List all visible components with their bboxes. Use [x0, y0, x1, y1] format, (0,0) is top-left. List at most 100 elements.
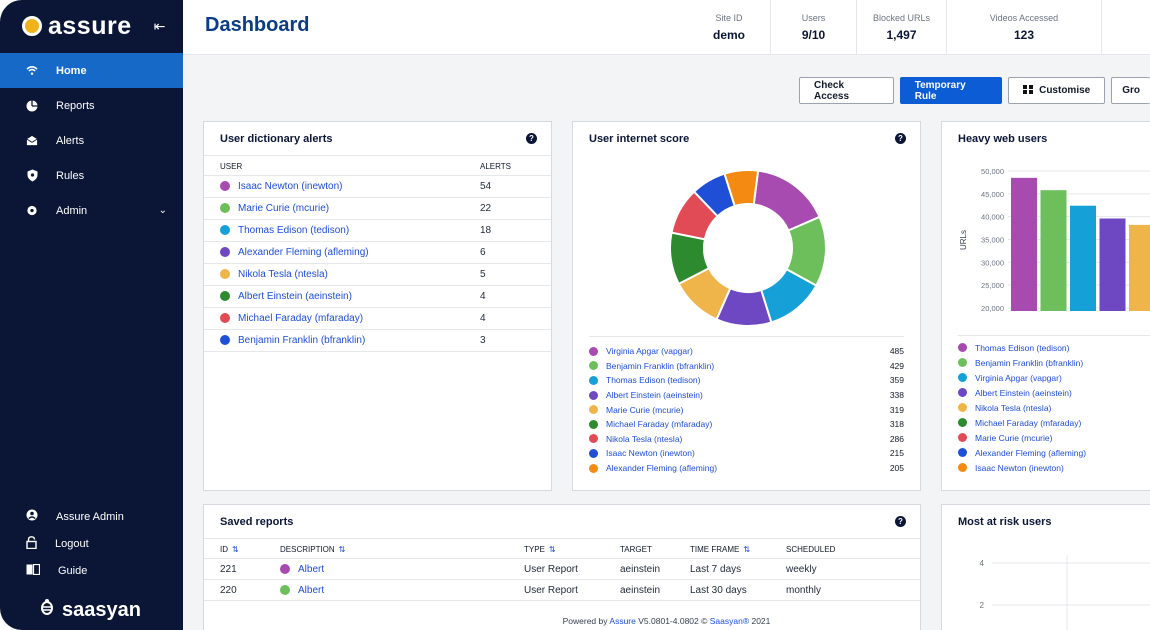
stat-value: 1,497: [886, 28, 917, 42]
legend-item[interactable]: Albert Einstein (aeinstein): [958, 385, 1150, 400]
user-cell[interactable]: Marie Curie (mcurie): [204, 197, 464, 220]
report-link[interactable]: Albert: [298, 584, 325, 596]
table-row[interactable]: Benjamin Franklin (bfranklin) 3: [204, 329, 551, 352]
user-link[interactable]: Thomas Edison (tedison): [238, 225, 350, 236]
user-link[interactable]: Benjamin Franklin (bfranklin): [238, 335, 366, 346]
user-link[interactable]: Michael Faraday (mfaraday): [238, 313, 364, 324]
user-link[interactable]: Marie Curie (mcurie): [238, 203, 330, 214]
legend-item[interactable]: Isaac Newton (inewton): [958, 460, 1150, 475]
column-header-time-frame[interactable]: TIME FRAME ⇅: [674, 539, 770, 559]
user-link[interactable]: Isaac Newton (inewton): [238, 181, 343, 192]
sidebar-item-guide[interactable]: Guide: [0, 557, 183, 584]
legend-label: Isaac Newton (inewton): [975, 462, 1064, 473]
table-row[interactable]: Michael Faraday (mfaraday) 4: [204, 307, 551, 330]
user-cell[interactable]: Michael Faraday (mfaraday): [204, 307, 464, 330]
user-cell[interactable]: Benjamin Franklin (bfranklin): [204, 329, 464, 352]
column-header-id[interactable]: ID ⇅: [204, 539, 264, 559]
y-tick-label: 2: [980, 601, 985, 610]
brand-name: assure: [48, 11, 132, 40]
table-row[interactable]: Nikola Tesla (ntesla) 5: [204, 263, 551, 286]
bar[interactable]: [1099, 218, 1126, 311]
table-row[interactable]: Marie Curie (mcurie) 22: [204, 197, 551, 220]
report-link[interactable]: Albert: [298, 563, 325, 575]
column-header-type[interactable]: TYPE ⇅: [508, 539, 604, 559]
legend-item[interactable]: Virginia Apgar (vapgar): [958, 370, 1150, 385]
table-row[interactable]: Isaac Newton (inewton) 54: [204, 175, 551, 198]
customise-button[interactable]: Customise: [1008, 77, 1106, 104]
sidebar-item-assure-admin[interactable]: Assure Admin: [0, 503, 183, 530]
sidebar-item-alerts[interactable]: Alerts: [0, 123, 183, 158]
help-icon[interactable]: ?: [895, 516, 906, 527]
legend-label: Thomas Edison (tedison): [975, 342, 1070, 353]
at-risk-chart: 4 2: [980, 555, 1150, 630]
sidebar-item-label: Admin: [56, 204, 88, 217]
table-row[interactable]: Thomas Edison (tedison) 18: [204, 219, 551, 242]
table-row[interactable]: 220 Albert User Report aeinstein Last 30 day…: [204, 579, 920, 601]
group-button[interactable]: Gro: [1111, 77, 1150, 104]
user-cell[interactable]: Nikola Tesla (ntesla): [204, 263, 464, 286]
user-link[interactable]: Albert Einstein (aeinstein): [238, 291, 352, 302]
legend-item[interactable]: Benjamin Franklin (bfranklin) 429: [589, 359, 904, 374]
id-cell: 220: [204, 579, 264, 601]
table-row[interactable]: Albert Einstein (aeinstein) 4: [204, 285, 551, 308]
check-access-button[interactable]: Check Access: [799, 77, 894, 104]
legend-item[interactable]: Alexander Fleming (afleming): [958, 445, 1150, 460]
bar[interactable]: [1011, 177, 1037, 311]
sidebar-item-rules[interactable]: Rules: [0, 158, 183, 193]
legend-item[interactable]: Albert Einstein (aeinstein) 338: [589, 388, 904, 403]
legend-item[interactable]: Michael Faraday (mfaraday) 318: [589, 417, 904, 432]
bar[interactable]: [1040, 190, 1067, 311]
legend-item[interactable]: Isaac Newton (inewton) 215: [589, 446, 904, 461]
description-cell[interactable]: Albert: [264, 579, 508, 601]
footer-product-link[interactable]: Assure: [609, 616, 636, 626]
legend-item[interactable]: Benjamin Franklin (bfranklin): [958, 355, 1150, 370]
legend-item[interactable]: Virginia Apgar (vapgar) 485: [589, 344, 904, 359]
column-header-description[interactable]: DESCRIPTION ⇅: [264, 539, 508, 559]
user-cell[interactable]: Alexander Fleming (afleming): [204, 241, 464, 264]
legend-item[interactable]: Nikola Tesla (ntesla) 286: [589, 432, 904, 447]
donut-slice[interactable]: [723, 169, 760, 208]
legend-item[interactable]: Michael Faraday (mfaraday): [958, 415, 1150, 430]
sidebar-item-reports[interactable]: Reports: [0, 88, 183, 123]
user-link[interactable]: Alexander Fleming (afleming): [238, 247, 369, 258]
stat-label: Blocked URLs: [872, 13, 931, 23]
sort-icon: ⇅: [548, 545, 556, 554]
sidebar-item-admin[interactable]: Admin ⌄: [0, 193, 183, 228]
id-cell: 221: [204, 558, 264, 580]
sidebar-item-home[interactable]: Home: [0, 53, 183, 88]
help-icon[interactable]: ?: [526, 133, 537, 144]
heavy-web-users-legend: Thomas Edison (tedison) Benjamin Franklin…: [958, 340, 1150, 475]
legend-item[interactable]: Marie Curie (mcurie) 319: [589, 402, 904, 417]
legend-item[interactable]: Marie Curie (mcurie): [958, 430, 1150, 445]
user-cell[interactable]: Albert Einstein (aeinstein): [204, 285, 464, 308]
type-cell: User Report: [508, 579, 604, 601]
column-header-alerts[interactable]: ALERTS: [464, 156, 551, 176]
table-row[interactable]: 221 Albert User Report aeinstein Last 7 days…: [204, 558, 920, 580]
chevron-down-icon: ⌄: [158, 205, 167, 216]
help-icon[interactable]: ?: [895, 133, 906, 144]
table-row[interactable]: Alexander Fleming (afleming) 6: [204, 241, 551, 264]
legend-item[interactable]: Alexander Fleming (afleming) 205: [589, 461, 904, 476]
bar[interactable]: [1070, 205, 1096, 311]
column-header-user[interactable]: USER: [204, 156, 464, 176]
pie-icon: [26, 100, 38, 112]
description-cell[interactable]: Albert: [264, 558, 508, 580]
user-link[interactable]: Nikola Tesla (ntesla): [238, 269, 328, 280]
legend-label: Nikola Tesla (ntesla): [606, 433, 683, 444]
footer-company-link[interactable]: Saasyan®: [709, 616, 750, 626]
legend-item[interactable]: Thomas Edison (tedison): [958, 340, 1150, 355]
customise-icon: [1023, 84, 1034, 97]
legend-color-dot: [589, 463, 598, 473]
legend-label: Benjamin Franklin (bfranklin): [606, 360, 715, 371]
dictionary-alerts-card: User dictionary alerts ? USER ALERTS Isa…: [203, 121, 552, 491]
legend-color-dot: [958, 343, 967, 352]
collapse-sidebar-icon[interactable]: ⇤: [153, 17, 166, 34]
saasyan-bee-icon: [38, 598, 56, 622]
sidebar-item-logout[interactable]: Logout: [0, 530, 183, 557]
bar[interactable]: [1129, 224, 1150, 311]
user-cell[interactable]: Isaac Newton (inewton): [204, 175, 464, 198]
legend-item[interactable]: Nikola Tesla (ntesla): [958, 400, 1150, 415]
legend-item[interactable]: Thomas Edison (tedison) 359: [589, 373, 904, 388]
temporary-rule-button[interactable]: Temporary Rule: [899, 77, 1003, 104]
user-cell[interactable]: Thomas Edison (tedison): [204, 219, 464, 242]
